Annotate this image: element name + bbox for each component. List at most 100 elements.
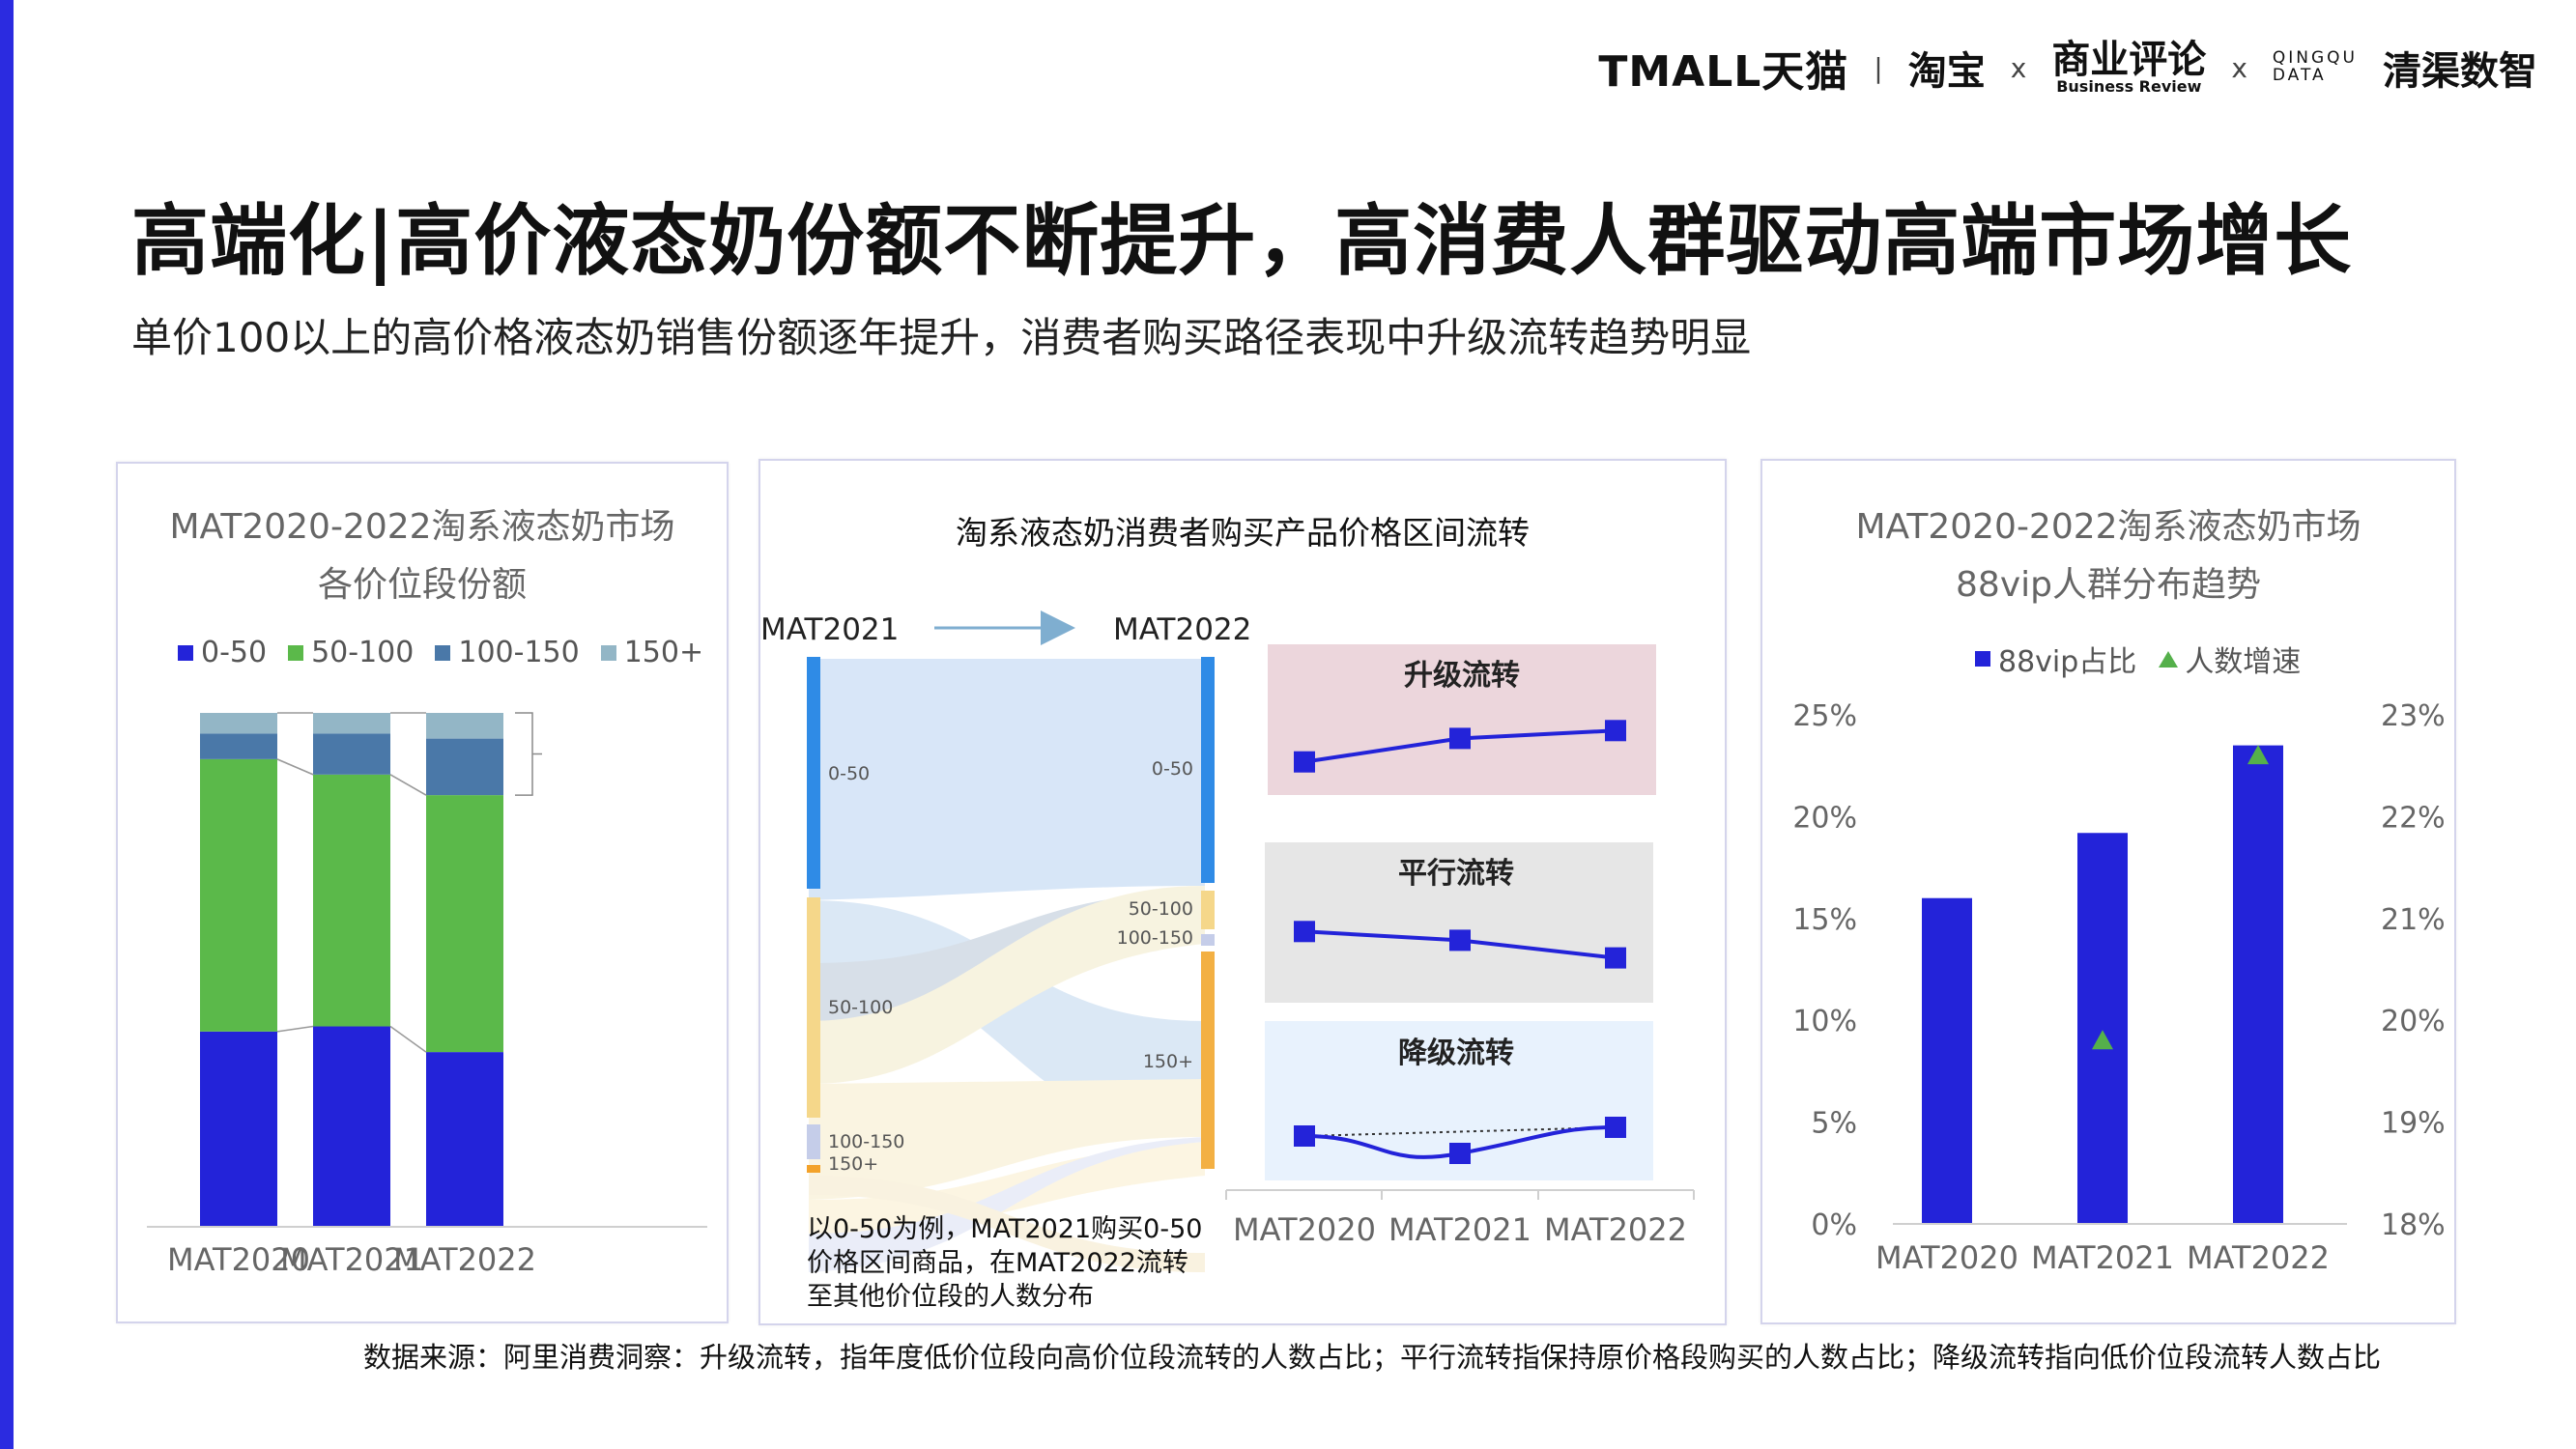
y-right-tick-label: 22% bbox=[2381, 801, 2446, 835]
x-tick-label: MAT2021 bbox=[2031, 1239, 2174, 1276]
y-right-tick-label: 21% bbox=[2381, 903, 2446, 937]
flow-point bbox=[1605, 947, 1626, 969]
y-left-tick-label: 20% bbox=[1792, 801, 1857, 835]
bar-segment bbox=[426, 795, 503, 1053]
sankey-flow bbox=[809, 886, 1205, 1084]
logo-separator: | bbox=[1874, 51, 1883, 84]
y-left-tick-label: 10% bbox=[1792, 1005, 1857, 1038]
triangle-icon bbox=[2159, 651, 2179, 668]
panel1-legend: 0-50 50-100 100-150 150+ bbox=[178, 636, 725, 669]
sankey-source-node bbox=[807, 657, 820, 889]
sankey-flow bbox=[809, 1079, 1205, 1200]
legend-item: 88vip占比 bbox=[1975, 638, 2136, 680]
sankey-target-label: 0-50 bbox=[1152, 758, 1193, 780]
upgrade-box bbox=[1268, 644, 1656, 795]
page-title: 高端化|高价液态奶份额不断提升，高消费人群驱动高端市场增长 bbox=[131, 196, 2353, 286]
sankey-to-label: MAT2022 bbox=[1113, 612, 1251, 647]
x-tick-label: MAT2020 bbox=[1875, 1239, 2018, 1276]
sankey-source-label: 150+ bbox=[828, 1153, 878, 1175]
data-source-footnote: 数据来源：阿里消费洞察：升级流转，指年度低价位段向高价位段流转的人数占比；平行流… bbox=[363, 1341, 2382, 1374]
sankey-target-label: 150+ bbox=[1143, 1051, 1193, 1072]
bar-segment bbox=[313, 713, 390, 734]
flow-point bbox=[1294, 921, 1315, 943]
legend-item: 50-100 bbox=[288, 636, 414, 669]
y-right-tick-label: 18% bbox=[2381, 1208, 2446, 1242]
y-left-tick-label: 15% bbox=[1792, 903, 1857, 937]
sankey-source-node bbox=[807, 897, 820, 1118]
vip-bar bbox=[2233, 745, 2283, 1224]
bracket bbox=[515, 712, 542, 796]
y-left-tick-label: 25% bbox=[1792, 699, 1857, 733]
business-review-cn: 商业评论 bbox=[2051, 37, 2207, 82]
flow-point bbox=[1449, 929, 1471, 952]
sankey-header: MAT2021 MAT2022 bbox=[760, 611, 1251, 647]
sankey-target-label: 100-150 bbox=[1117, 927, 1193, 949]
legend-item: 150+ bbox=[600, 636, 704, 669]
y-right-tick-label: 19% bbox=[2381, 1107, 2446, 1141]
vip-bar bbox=[1922, 897, 1972, 1224]
x-tick-label: MAT2022 bbox=[2187, 1239, 2330, 1276]
flow-point bbox=[1294, 751, 1315, 773]
bar-segment bbox=[426, 738, 503, 796]
legend-swatch bbox=[1975, 651, 1990, 667]
business-review-logo: 商业评论 Business Review bbox=[2051, 41, 2206, 95]
panel1-title-line1: MAT2020-2022淘系液态奶市场 bbox=[169, 507, 675, 547]
page-subtitle: 单价100以上的高价格液态奶销售份额逐年提升，消费者购买路径表现中升级流转趋势明… bbox=[131, 314, 1752, 361]
vip-bar bbox=[2077, 833, 2128, 1224]
connector-line bbox=[389, 774, 427, 796]
sankey-source-label: 50-100 bbox=[828, 997, 893, 1018]
flow-x-tick-label: MAT2021 bbox=[1388, 1211, 1531, 1248]
legend-swatch bbox=[600, 644, 616, 661]
flow-point bbox=[1294, 1125, 1315, 1147]
flow-point bbox=[1605, 1117, 1626, 1138]
qingqu-logo-en: QINGQU DATA bbox=[2272, 48, 2358, 85]
panel1-title-line2: 各价位段份额 bbox=[317, 565, 527, 605]
legend-item: 100-150 bbox=[435, 636, 580, 669]
y-right-tick-label: 20% bbox=[2381, 1005, 2446, 1038]
qingqu-logo-en-1: QINGQU bbox=[2272, 48, 2358, 69]
connector-line bbox=[276, 1025, 314, 1033]
qingqu-logo-en-2: DATA bbox=[2272, 66, 2327, 85]
panel3-title-line1: MAT2020-2022淘系液态奶市场 bbox=[1855, 507, 2361, 547]
bar-segment bbox=[426, 713, 503, 739]
legend-label: 88vip占比 bbox=[1998, 645, 2137, 679]
legend-label: 0-50 bbox=[201, 636, 268, 669]
legend-swatch bbox=[435, 644, 451, 661]
connector-line bbox=[276, 758, 314, 776]
y-left-tick-label: 0% bbox=[1811, 1208, 1857, 1242]
parallel-box bbox=[1265, 842, 1653, 1003]
business-review-en: Business Review bbox=[2056, 77, 2202, 96]
flow-point bbox=[1449, 727, 1471, 750]
vip-trend-chart: 0% 5% 10% 15% 20% 25% 18% 19% 20% 21% 22% 23% MAT202… bbox=[1792, 699, 2446, 1276]
y-left-tick-label: 5% bbox=[1811, 1107, 1857, 1141]
flow-point bbox=[1449, 1143, 1471, 1164]
sankey-source-label: 0-50 bbox=[828, 763, 870, 784]
growth-marker bbox=[2247, 745, 2269, 765]
panel-88vip: MAT2020-2022淘系液态奶市场 88vip人群分布趋势 88vip占比 … bbox=[1760, 459, 2456, 1324]
sankey-source-label: 100-150 bbox=[828, 1131, 904, 1152]
parallel-title: 平行流转 bbox=[1398, 857, 1514, 891]
connector-line bbox=[389, 1025, 427, 1053]
legend-item: 0-50 bbox=[178, 636, 267, 669]
legend-label: 100-150 bbox=[458, 636, 580, 669]
flow-x-tick-label: MAT2022 bbox=[1544, 1211, 1687, 1248]
taobao-logo: 淘宝 bbox=[1907, 49, 1986, 94]
x-tick-label: MAT2020 bbox=[167, 1241, 310, 1278]
flow-point bbox=[1605, 720, 1626, 742]
sankey-flow bbox=[809, 659, 1205, 900]
legend-swatch bbox=[178, 644, 193, 661]
upgrade-title: 升级流转 bbox=[1404, 659, 1520, 693]
sankey-source-node bbox=[807, 1124, 820, 1159]
downgrade-title: 降级流转 bbox=[1398, 1037, 1514, 1070]
panel-price-flow: 淘系液态奶消费者购买产品价格区间流转 MAT2021 MAT2022 bbox=[758, 459, 1727, 1325]
sankey-target-node bbox=[1201, 952, 1215, 1169]
sankey-flow bbox=[809, 1142, 1205, 1234]
bar-segment bbox=[426, 1052, 503, 1227]
x-tick-label: MAT2021 bbox=[280, 1241, 423, 1278]
trend-line bbox=[1303, 1126, 1617, 1137]
accent-bar bbox=[0, 0, 14, 1449]
price-flow-chart: MAT2021 MAT2022 0-50 50-100 100-150 150+ bbox=[760, 611, 1695, 1272]
legend-label: 50-100 bbox=[311, 636, 415, 669]
legend-label: 150+ bbox=[623, 636, 704, 669]
